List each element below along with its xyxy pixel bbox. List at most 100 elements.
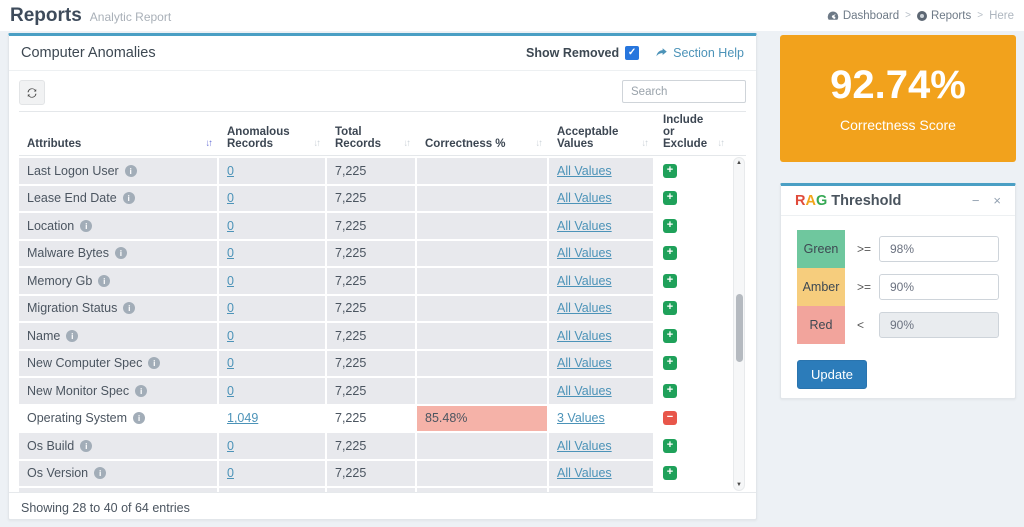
anomalous-records-link[interactable]: 0 xyxy=(227,191,234,206)
attribute-cell: Malware Bytes i xyxy=(19,240,219,268)
acceptable-values-link[interactable]: 3 Values xyxy=(557,411,605,426)
info-icon[interactable]: i xyxy=(80,219,93,232)
anomalous-records-link[interactable]: 0 xyxy=(227,218,234,233)
acceptable-values-link[interactable]: All Values xyxy=(557,383,612,398)
table-row: New Computer Spec i 0 7,225 All Values + xyxy=(19,350,746,378)
include-plus-button[interactable]: + xyxy=(663,246,677,261)
breadcrumb-item-dashboard[interactable]: Dashboard xyxy=(827,10,899,22)
acceptable-values-link[interactable]: All Values xyxy=(557,163,612,178)
anomalous-records-link[interactable]: 1,049 xyxy=(227,411,259,426)
exclude-minus-button[interactable]: − xyxy=(663,411,677,426)
computer-anomalies-panel: Computer Anomalies Show Removed ✓ Sectio… xyxy=(8,33,757,520)
column-header[interactable]: Include or Exclude ↓↑ xyxy=(655,112,731,155)
column-header[interactable]: Anomalous Records ↓↑ xyxy=(219,112,327,155)
acceptable-values-link[interactable]: All Values xyxy=(557,246,612,261)
include-plus-button[interactable]: + xyxy=(663,301,677,316)
column-header-label: Acceptable Values xyxy=(557,126,619,150)
total-records-cell: 7,225 xyxy=(327,268,417,296)
attribute-cell: Memory Gb i xyxy=(19,268,219,296)
info-icon[interactable]: i xyxy=(124,164,137,177)
column-header[interactable]: Total Records ↓↑ xyxy=(327,112,417,155)
column-header[interactable]: Correctness % ↓↑ xyxy=(417,112,549,155)
total-records-cell: 7,225 xyxy=(327,240,417,268)
info-icon[interactable]: i xyxy=(123,302,136,315)
dot-circle-icon xyxy=(916,10,927,21)
rag-operator: >= xyxy=(857,280,872,294)
attribute-label: Os Build xyxy=(27,438,75,453)
info-icon[interactable]: i xyxy=(66,329,79,342)
acceptable-values-link[interactable]: All Values xyxy=(557,356,612,371)
anomalous-records-link[interactable]: 0 xyxy=(227,466,234,481)
rag-threshold-input[interactable] xyxy=(879,274,999,300)
breadcrumb-item-reports[interactable]: Reports xyxy=(916,10,971,22)
attribute-label: New Computer Spec xyxy=(27,356,143,371)
column-header-label: Anomalous Records xyxy=(227,126,290,150)
info-icon[interactable]: i xyxy=(114,247,127,260)
acceptable-values-link[interactable]: All Values xyxy=(557,466,612,481)
include-plus-button[interactable]: + xyxy=(663,328,677,343)
table-scrollbar[interactable]: ▲ ▼ xyxy=(733,157,745,491)
anomalous-records-link[interactable]: 0 xyxy=(227,273,234,288)
anomalous-records-cell: 0 xyxy=(219,460,327,488)
scroll-down-icon[interactable]: ▼ xyxy=(736,482,742,488)
info-icon[interactable]: i xyxy=(148,357,161,370)
table-toolbar xyxy=(9,71,756,111)
include-plus-button[interactable]: + xyxy=(663,438,677,453)
include-plus-button[interactable]: + xyxy=(663,163,677,178)
section-help-link[interactable]: Section Help xyxy=(655,46,744,60)
anomalous-records-link[interactable]: 0 xyxy=(227,301,234,316)
include-plus-button[interactable]: + xyxy=(663,466,677,481)
rag-threshold-row: Green >= xyxy=(797,230,999,268)
collapse-icon[interactable]: − xyxy=(971,193,980,208)
info-icon[interactable]: i xyxy=(80,439,93,452)
show-removed-control: Show Removed ✓ xyxy=(526,46,640,60)
show-removed-checkbox[interactable]: ✓ xyxy=(625,46,640,60)
acceptable-values-link[interactable]: All Values xyxy=(557,438,612,453)
anomalous-records-link[interactable]: 0 xyxy=(227,356,234,371)
include-plus-button[interactable]: + xyxy=(663,383,677,398)
info-icon[interactable]: i xyxy=(122,192,135,205)
include-exclude-cell: + xyxy=(655,350,731,378)
acceptable-values-cell: All Values xyxy=(549,268,655,296)
anomalous-records-link[interactable]: 0 xyxy=(227,383,234,398)
refresh-button[interactable] xyxy=(19,80,45,105)
sort-icon: ↓↑ xyxy=(313,138,321,149)
breadcrumb-separator: > xyxy=(977,10,984,21)
acceptable-values-link[interactable]: All Values xyxy=(557,273,612,288)
acceptable-values-link[interactable]: All Values xyxy=(557,218,612,233)
anomalous-records-link[interactable]: 0 xyxy=(227,246,234,261)
info-icon[interactable]: i xyxy=(94,467,107,480)
rag-threshold-input[interactable] xyxy=(879,236,999,262)
acceptable-values-link[interactable]: All Values xyxy=(557,301,612,316)
update-button[interactable]: Update xyxy=(797,360,867,389)
acceptable-values-link[interactable]: All Values xyxy=(557,328,612,343)
column-header[interactable]: Acceptable Values ↓↑ xyxy=(549,112,655,155)
acceptable-values-cell: All Values xyxy=(549,350,655,378)
info-icon[interactable]: i xyxy=(98,274,111,287)
column-header-label: Total Records xyxy=(335,126,382,150)
anomalous-records-link[interactable]: 0 xyxy=(227,328,234,343)
total-records-cell: 7,225 xyxy=(327,295,417,323)
partial-cell xyxy=(219,488,327,492)
include-plus-button[interactable]: + xyxy=(663,218,677,233)
anomalous-records-link[interactable]: 0 xyxy=(227,163,234,178)
table-row: Os Version i 0 7,225 All Values + xyxy=(19,460,746,488)
include-plus-button[interactable]: + xyxy=(663,273,677,288)
anomalous-records-cell: 1,049 xyxy=(219,405,327,433)
include-exclude-cell: + xyxy=(655,323,731,351)
scrollbar-thumb[interactable] xyxy=(735,294,743,362)
table-info-text: Showing 28 to 40 of 64 entries xyxy=(9,492,756,523)
column-header[interactable]: Attributes ↓↑ xyxy=(19,112,219,155)
table-row: Location i 0 7,225 All Values + xyxy=(19,213,746,241)
info-icon[interactable]: i xyxy=(133,412,146,425)
include-plus-button[interactable]: + xyxy=(663,191,677,206)
include-plus-button[interactable]: + xyxy=(663,356,677,371)
breadcrumb-separator: > xyxy=(905,10,911,21)
close-icon[interactable]: × xyxy=(993,193,1001,208)
search-input[interactable] xyxy=(622,80,746,103)
rag-title-rest: Threshold xyxy=(831,192,902,209)
info-icon[interactable]: i xyxy=(135,384,148,397)
acceptable-values-link[interactable]: All Values xyxy=(557,191,612,206)
anomalous-records-link[interactable]: 0 xyxy=(227,438,234,453)
scroll-up-icon[interactable]: ▲ xyxy=(736,160,742,166)
